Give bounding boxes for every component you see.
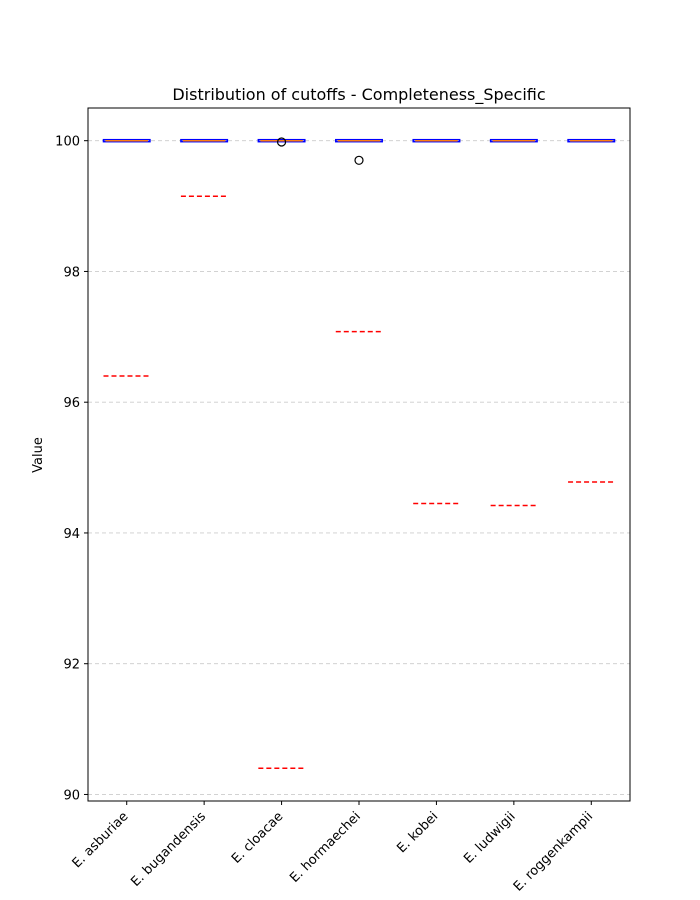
box-body [257,138,306,143]
y-tick-label: 90 [63,788,80,803]
x-tick-label: E. ludwigii [461,809,518,866]
box-body [335,138,383,143]
y-tick-label: 96 [63,396,80,411]
box-body [567,138,616,143]
box-layer [102,138,616,143]
x-tick-label: E. asburiae [70,809,132,871]
x-tick-label: E. hormaechei [287,809,364,886]
plot-area-frame [87,107,631,802]
y-tick-label: 98 [63,265,80,280]
outlier-layer [276,137,364,165]
x-tick-label: E. cloacae [229,809,286,866]
box-body [412,138,461,143]
x-tick-label: E. roggenkampii [511,809,596,894]
box-body [489,138,538,143]
x-tick-label: E. kobei [394,809,441,856]
outlier-point [354,155,364,165]
y-axis: 90 92 94 96 98 100 [55,135,88,803]
y-tick-label: 100 [55,135,80,150]
x-tick-label: E. bugandensis [128,809,209,890]
box-body [180,138,229,143]
y-axis-label: Value [31,437,46,473]
cutoff-layer [103,195,615,770]
box-body [102,138,151,143]
y-tick-label: 92 [63,658,80,673]
chart-title: Distribution of cutoffs - Completeness_S… [172,85,545,105]
grid-layer [88,140,630,795]
outlier-point [276,137,287,147]
y-tick-label: 94 [63,527,80,542]
